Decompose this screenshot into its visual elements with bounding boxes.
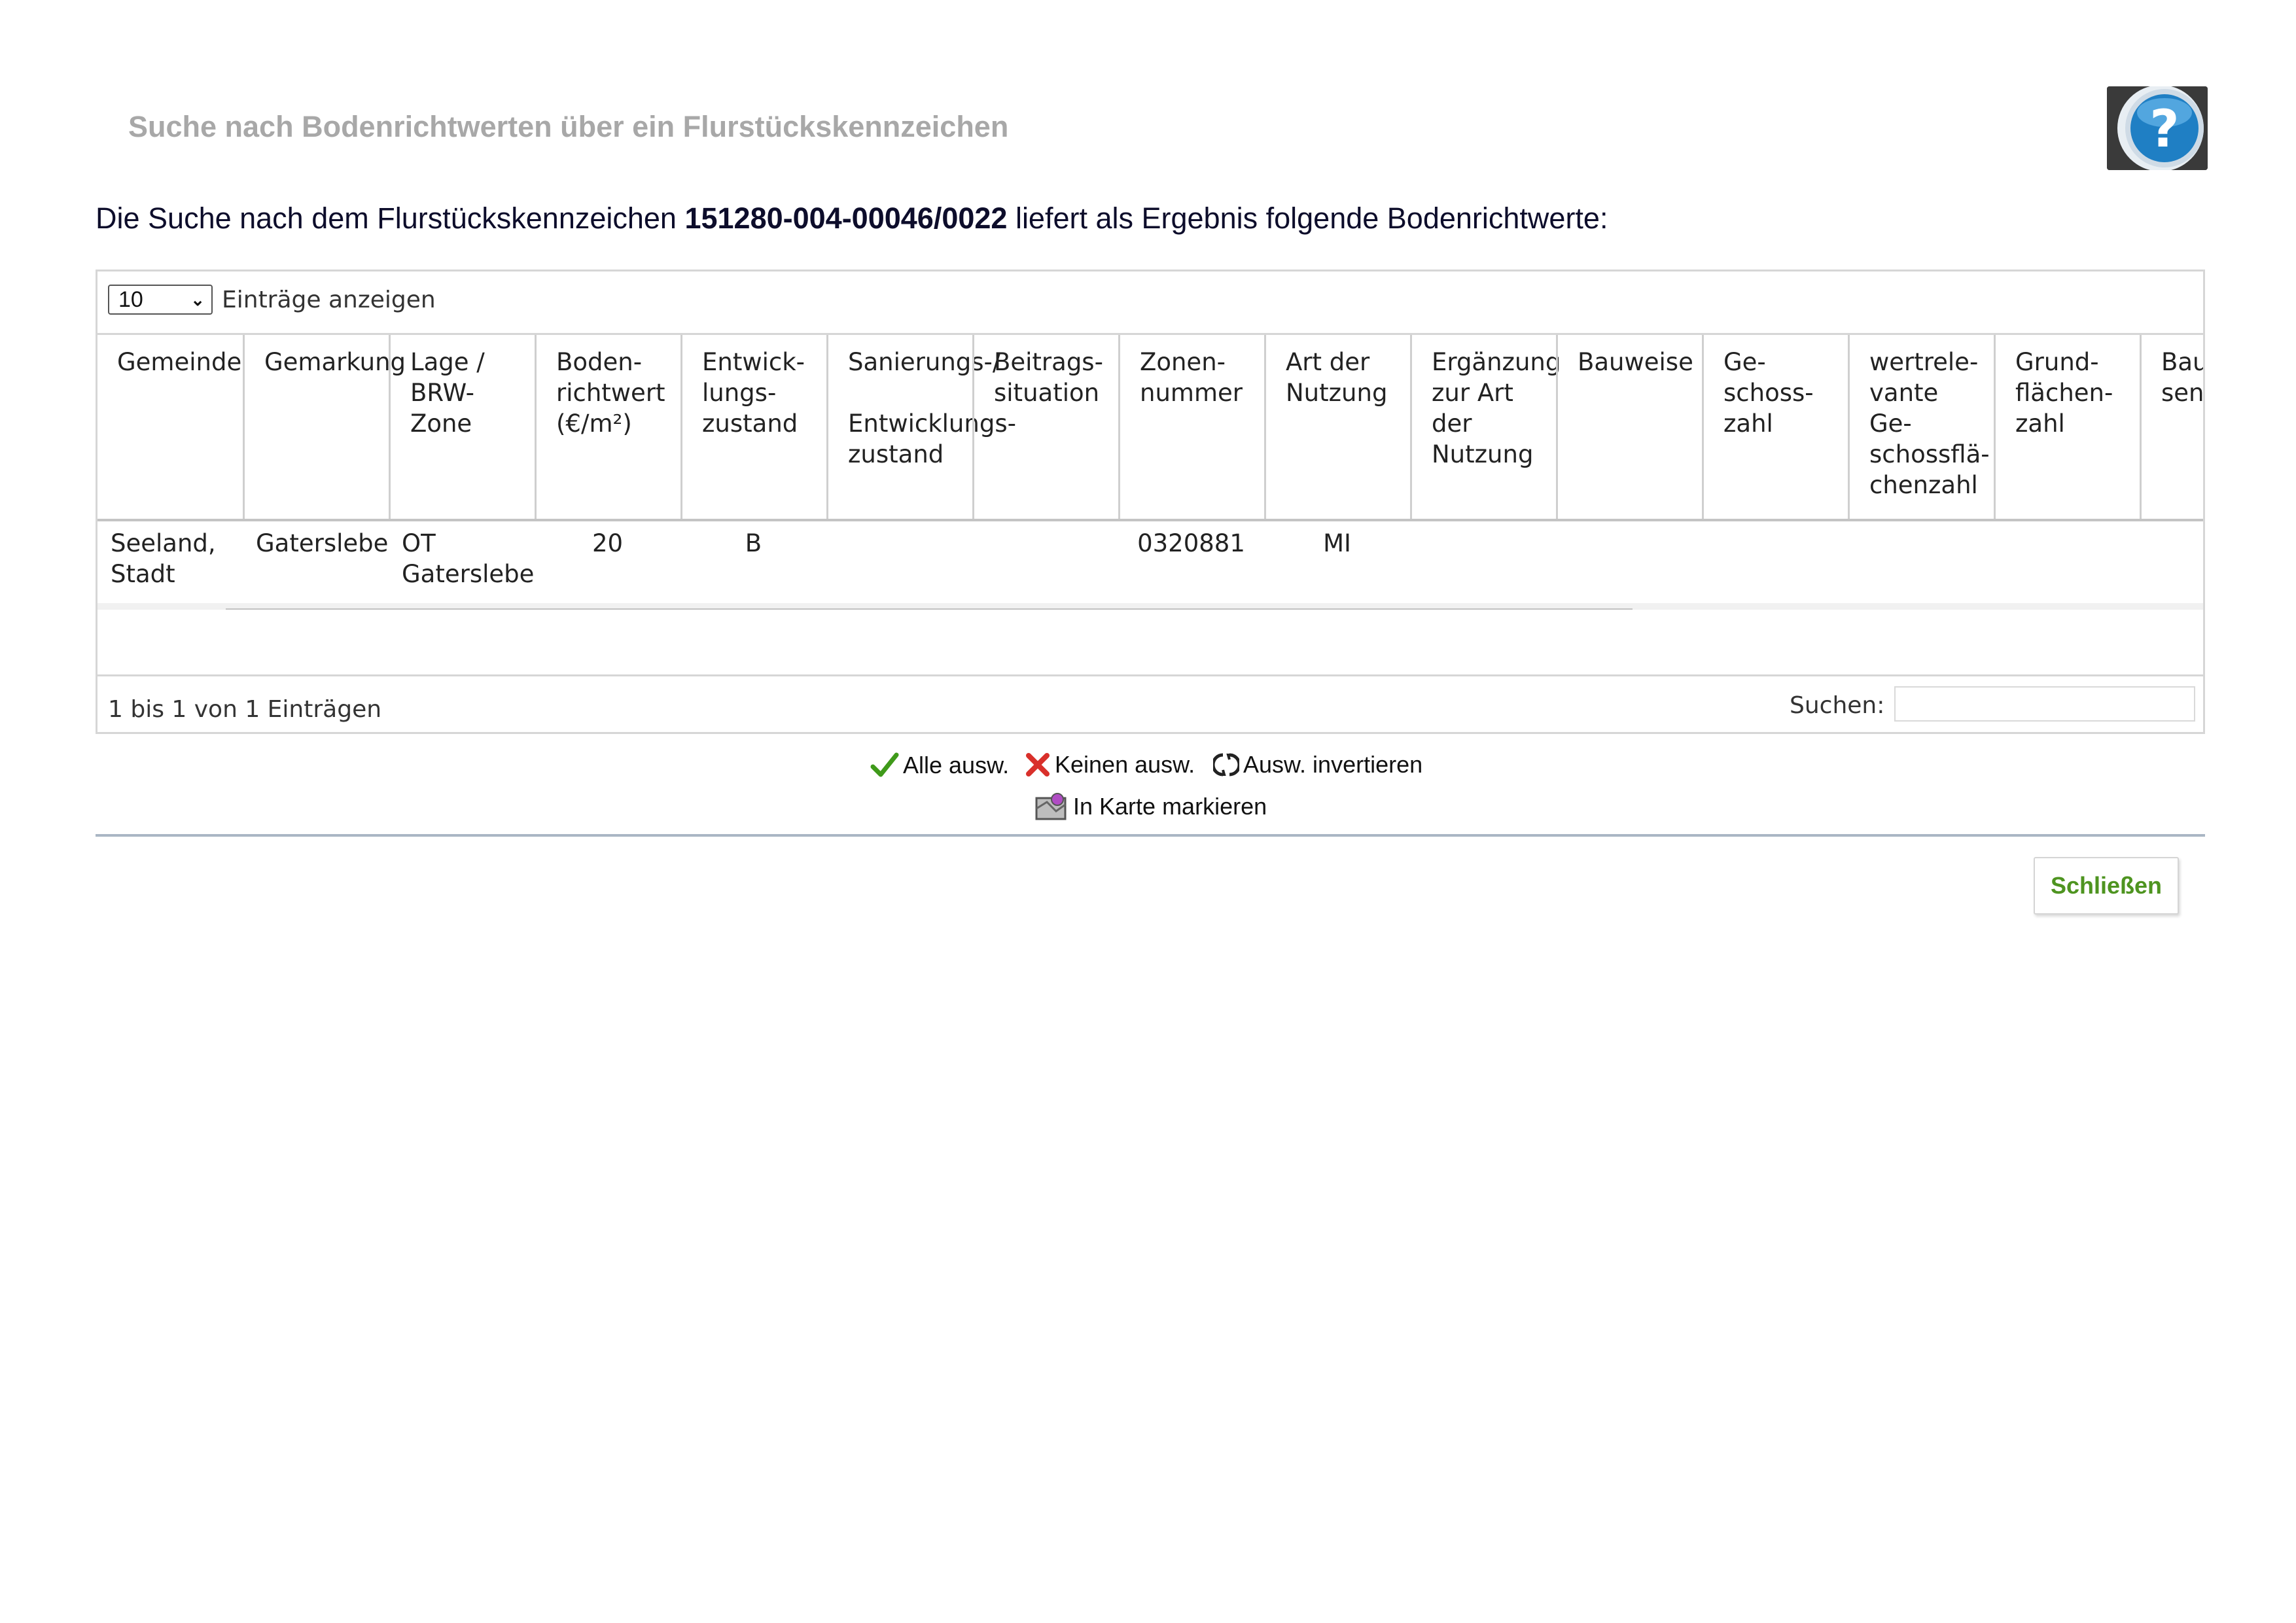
column-header[interactable]: Bau- senz [2140, 335, 2203, 519]
table-footer: 1 bis 1 von 1 Einträgen Suchen: [97, 674, 2203, 736]
dialog-title: Suche nach Bodenrichtwerten über ein Flu… [128, 110, 1009, 143]
table-cell: Seeland, Stadt [111, 529, 216, 588]
column-header[interactable]: Ergänzung zur Art der Nutzung [1410, 335, 1561, 519]
table-header: Gemeinde Gemarkung Lage / BRW- Zone Boden- … [97, 335, 2203, 521]
table-row[interactable]: Seeland, Stadt Gaterslebe OT Gaterslebe 20 B… [97, 521, 2203, 603]
column-header[interactable]: Gemarkung [243, 335, 406, 519]
table-cell: B [745, 529, 762, 557]
table-cell: 20 [592, 529, 624, 557]
help-icon: ? [2107, 86, 2208, 170]
column-header[interactable]: Boden- richtwert (€/m²) [535, 335, 680, 519]
column-header[interactable]: Lage / BRW- Zone [389, 335, 535, 519]
results-table-wrapper: 10 ⌄ Einträge anzeigen Gemeinde Gemarkung… [96, 270, 2205, 734]
table-cell: MI [1323, 529, 1351, 557]
select-none-button[interactable]: Keinen ausw. [1025, 751, 1195, 778]
column-header[interactable]: Gemeinde [117, 348, 242, 376]
column-header[interactable]: Ge- schoss- zahl [1702, 335, 1848, 519]
page-length-select[interactable]: 10 ⌄ [108, 285, 213, 315]
cross-icon [1026, 753, 1050, 777]
flurstueck-key: 151280-004-00046/0022 [684, 201, 1008, 235]
help-button[interactable]: ? [2107, 86, 2208, 170]
column-header[interactable]: Zonen- nummer [1118, 335, 1264, 519]
invert-selection-button[interactable]: Ausw. invertieren [1213, 751, 1422, 778]
refresh-icon [1213, 753, 1239, 777]
column-header[interactable]: Beitrags- situation [972, 335, 1118, 519]
table-scroll-area: Gemeinde Gemarkung Lage / BRW- Zone Boden- … [97, 333, 2203, 610]
scrollbar-thumb[interactable] [226, 608, 1633, 610]
check-icon [870, 752, 899, 777]
column-header[interactable]: Entwick- lungs- zustand [680, 335, 826, 519]
table-cell: 0320881 [1137, 529, 1245, 557]
search-label: Suchen: [1790, 692, 1885, 719]
table-cell: OT Gaterslebe [402, 529, 535, 588]
divider [96, 834, 2205, 837]
result-intro: Die Suche nach dem Flurstückskennzeichen… [96, 201, 1608, 235]
page-length-label: Einträge anzeigen [222, 286, 436, 313]
column-header[interactable]: wertrele- vante Ge- schossflä- chenzahl [1848, 335, 1994, 519]
horizontal-scrollbar[interactable]: ◀ ▶ [97, 603, 2203, 610]
chevron-down-icon: ⌄ [190, 289, 205, 309]
column-header[interactable]: Grund- flächen- zahl [1994, 335, 2140, 519]
page-length-control: 10 ⌄ Einträge anzeigen [108, 283, 436, 316]
column-header[interactable]: Bauweise [1556, 335, 1702, 519]
table-info: 1 bis 1 von 1 Einträgen [108, 696, 382, 723]
table-cell: Gaterslebe [256, 529, 389, 557]
select-all-button[interactable]: Alle ausw. [870, 751, 1009, 780]
svg-text:?: ? [2149, 100, 2179, 159]
close-button[interactable]: Schließen [2034, 857, 2179, 915]
column-header[interactable]: Art der Nutzung [1264, 335, 1410, 519]
column-header[interactable]: Sanierungs-/ Entwicklungs- zustand [826, 335, 1016, 519]
search-input[interactable] [1894, 686, 2195, 722]
mark-in-map-button[interactable]: In Karte markieren [1034, 792, 1267, 822]
map-icon [1035, 793, 1067, 820]
table-body: Seeland, Stadt Gaterslebe OT Gaterslebe 20 B… [97, 521, 2203, 603]
